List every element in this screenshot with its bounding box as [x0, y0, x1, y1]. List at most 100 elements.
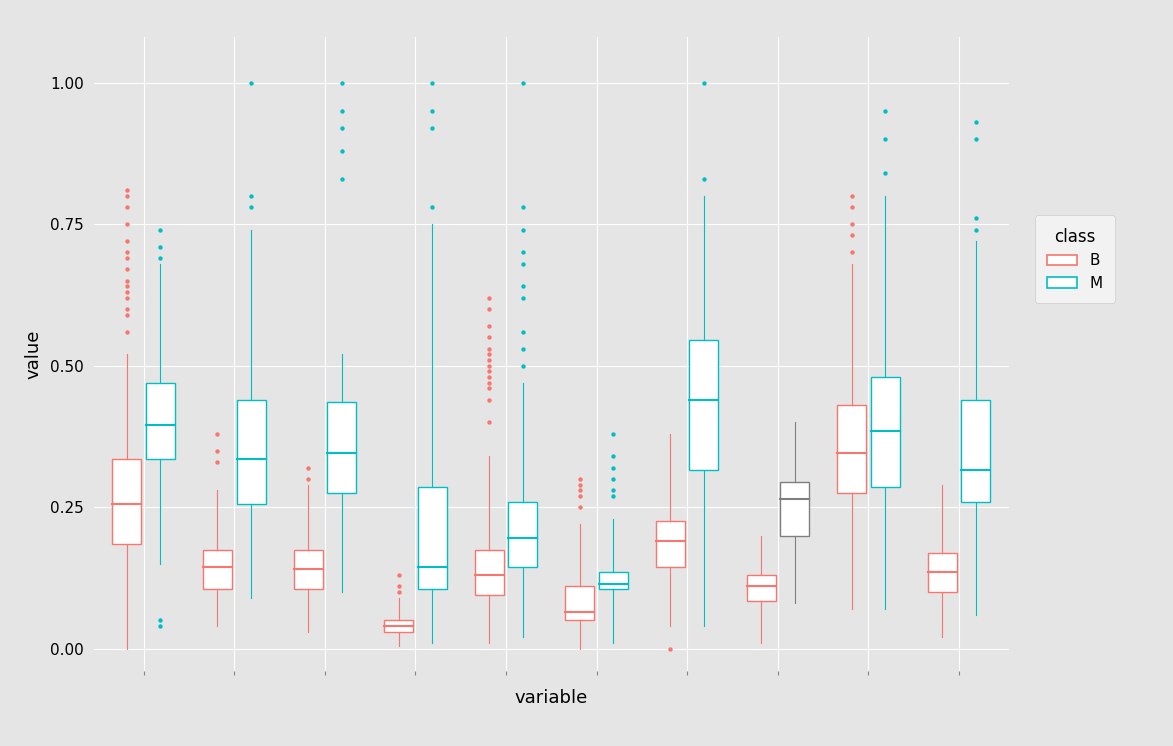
Bar	[565, 586, 595, 621]
Point	[117, 280, 136, 292]
Y-axis label: value: value	[23, 330, 42, 379]
Point	[842, 230, 861, 242]
Point	[480, 394, 499, 406]
X-axis label: variable: variable	[515, 689, 588, 706]
Point	[514, 201, 533, 213]
Point	[117, 286, 136, 298]
Point	[570, 501, 589, 513]
Bar	[327, 403, 357, 493]
Point	[242, 201, 260, 213]
Point	[117, 201, 136, 213]
Point	[480, 342, 499, 354]
Point	[514, 246, 533, 258]
Point	[332, 105, 351, 117]
Bar	[418, 487, 447, 589]
Point	[876, 167, 895, 179]
Point	[151, 241, 170, 253]
Bar	[237, 400, 265, 504]
Point	[967, 116, 985, 128]
Point	[876, 134, 895, 145]
Bar	[746, 575, 775, 601]
Point	[514, 342, 533, 354]
Point	[117, 263, 136, 275]
Point	[604, 451, 623, 463]
Point	[117, 252, 136, 264]
Point	[117, 190, 136, 202]
Point	[480, 354, 499, 366]
Bar	[928, 553, 957, 592]
Point	[514, 292, 533, 304]
Point	[480, 383, 499, 395]
Point	[332, 77, 351, 89]
Bar	[961, 400, 990, 501]
Point	[967, 213, 985, 225]
Point	[389, 580, 408, 592]
Point	[570, 479, 589, 491]
Point	[514, 326, 533, 338]
Point	[604, 490, 623, 502]
Bar	[203, 550, 232, 589]
Bar	[508, 501, 537, 567]
Point	[332, 122, 351, 134]
Point	[604, 462, 623, 474]
Point	[422, 201, 441, 213]
Point	[389, 586, 408, 598]
Point	[480, 416, 499, 428]
Point	[480, 331, 499, 343]
Bar	[475, 550, 503, 595]
Point	[422, 122, 441, 134]
Bar	[385, 621, 413, 632]
Point	[514, 258, 533, 270]
Point	[117, 218, 136, 230]
Point	[117, 184, 136, 196]
Bar	[599, 572, 628, 589]
Point	[480, 303, 499, 315]
Point	[570, 473, 589, 485]
Point	[480, 366, 499, 377]
Point	[480, 377, 499, 389]
Point	[694, 173, 713, 185]
Point	[662, 643, 680, 655]
Point	[514, 224, 533, 236]
Point	[604, 427, 623, 439]
Point	[967, 224, 985, 236]
Bar	[113, 459, 142, 544]
Point	[332, 173, 351, 185]
Point	[151, 252, 170, 264]
Point	[242, 77, 260, 89]
Bar	[656, 521, 685, 567]
Point	[570, 490, 589, 502]
Point	[842, 201, 861, 213]
Point	[117, 235, 136, 247]
Point	[389, 569, 408, 581]
Point	[422, 77, 441, 89]
Bar	[780, 482, 809, 536]
Point	[570, 484, 589, 496]
Point	[967, 134, 985, 145]
Point	[842, 190, 861, 202]
Point	[604, 484, 623, 496]
Point	[514, 280, 533, 292]
Point	[151, 224, 170, 236]
Point	[480, 360, 499, 372]
Bar	[293, 550, 323, 589]
Legend: B, M: B, M	[1035, 216, 1116, 303]
Point	[117, 275, 136, 286]
Point	[242, 190, 260, 202]
Point	[299, 462, 318, 474]
Point	[117, 246, 136, 258]
Point	[117, 303, 136, 315]
Point	[117, 326, 136, 338]
Point	[208, 456, 226, 468]
Point	[604, 473, 623, 485]
Point	[842, 246, 861, 258]
Bar	[838, 405, 866, 493]
Bar	[145, 383, 175, 459]
Point	[117, 309, 136, 321]
Point	[208, 427, 226, 439]
Point	[694, 77, 713, 89]
Point	[299, 473, 318, 485]
Point	[332, 145, 351, 157]
Bar	[870, 377, 900, 487]
Point	[480, 292, 499, 304]
